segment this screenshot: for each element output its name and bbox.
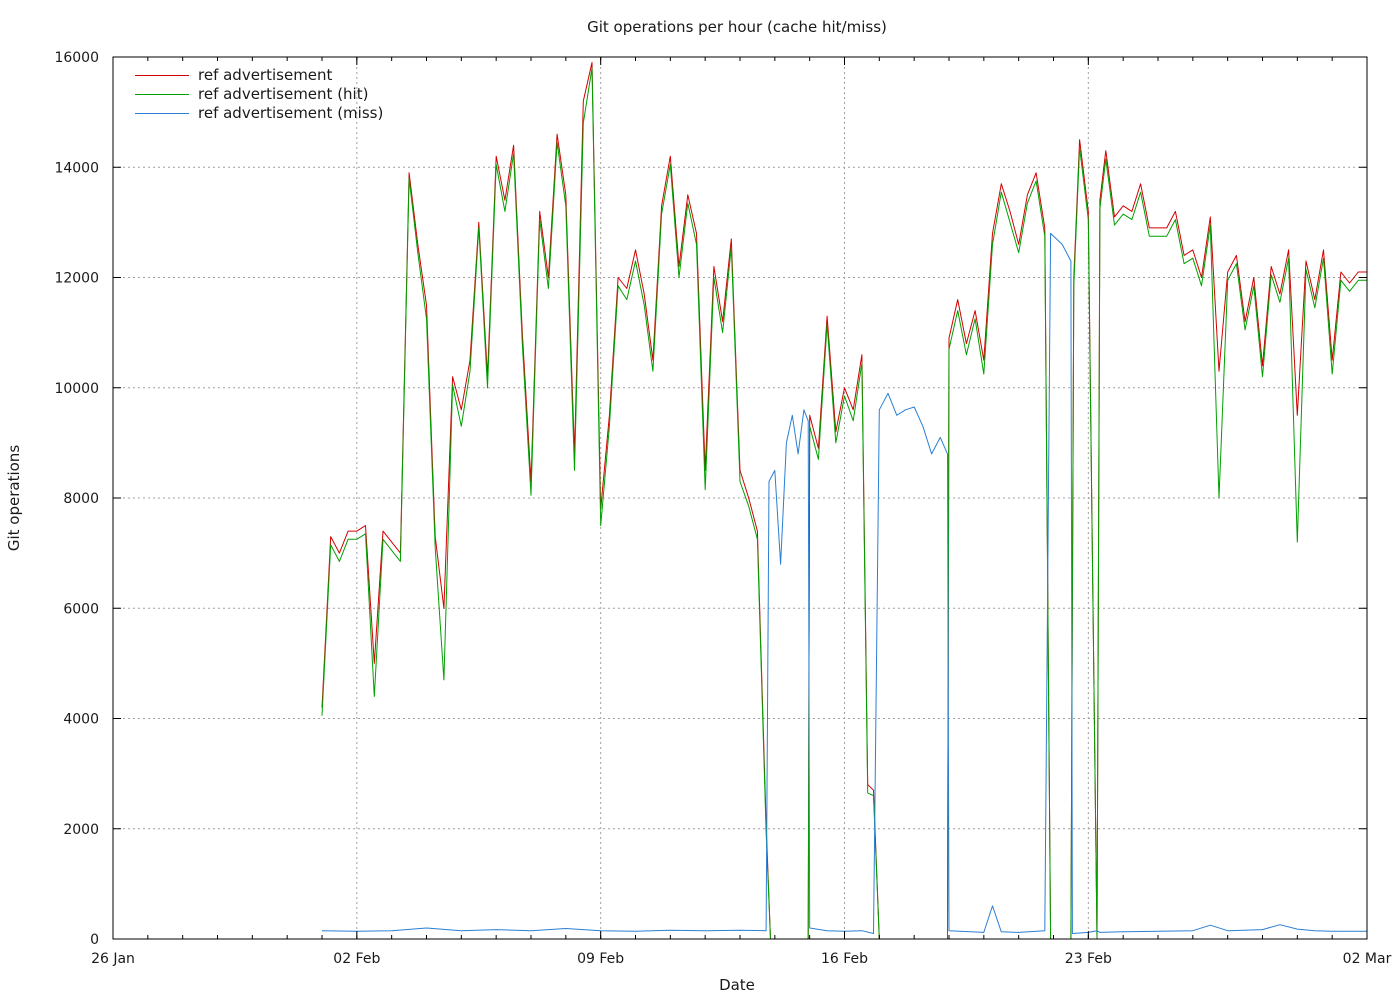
y-tick-label: 4000	[63, 712, 99, 728]
x-axis-label: Date	[719, 976, 755, 994]
legend-label-0: ref advertisement	[198, 66, 333, 84]
y-tick-label: 8000	[63, 491, 99, 507]
x-tick-label: 02 Feb	[333, 951, 380, 967]
axis-ticks: 0 2000 4000 6000 8000 10000 12000 14000 16000 26 …	[54, 50, 1391, 967]
grid	[113, 57, 1367, 939]
series-line-2	[321, 232, 1367, 934]
x-tick-label: 09 Feb	[577, 951, 624, 967]
y-axis-label: Git operations	[5, 445, 23, 551]
y-tick-label: 14000	[54, 160, 99, 176]
series-layer	[321, 62, 1367, 940]
y-tick-label: 16000	[54, 50, 99, 66]
x-tick-label: 16 Feb	[821, 951, 868, 967]
legend-label-1: ref advertisement (hit)	[198, 85, 368, 103]
x-tick-label: 26 Jan	[91, 951, 135, 967]
y-tick-label: 12000	[54, 271, 99, 287]
x-tick-label: 23 Feb	[1065, 951, 1112, 967]
y-tick-label: 10000	[54, 381, 99, 397]
y-tick-label: 0	[90, 932, 99, 948]
x-tick-label: 02 Mar	[1343, 951, 1392, 967]
y-tick-label: 2000	[63, 822, 99, 838]
y-tick-label: 6000	[63, 601, 99, 617]
legend-label-2: ref advertisement (miss)	[198, 104, 383, 122]
chart-title: Git operations per hour (cache hit/miss)	[587, 18, 887, 36]
series-line-1	[321, 67, 1367, 940]
